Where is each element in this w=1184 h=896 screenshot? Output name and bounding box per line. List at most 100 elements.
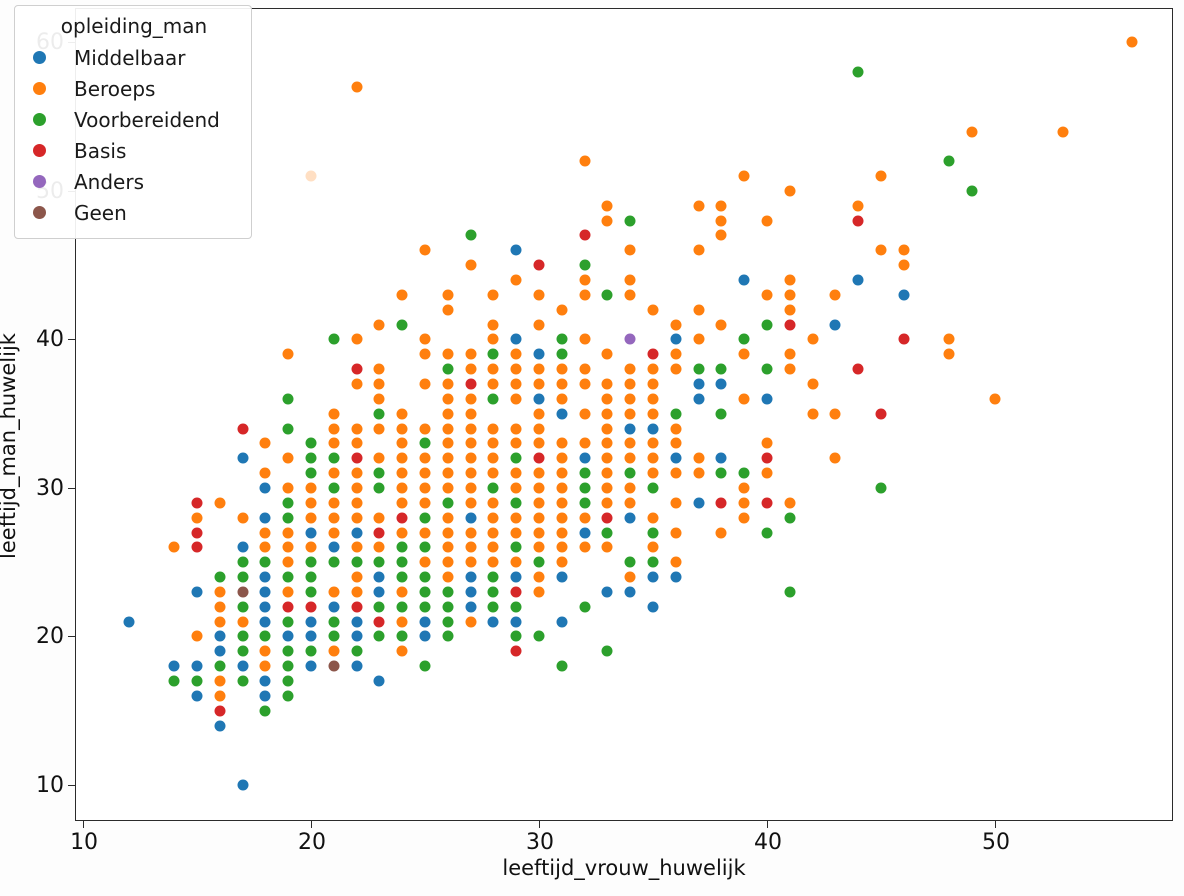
data-point-middelbaar bbox=[465, 601, 477, 613]
data-point-voorbereidend bbox=[761, 363, 773, 375]
data-point-basis bbox=[396, 512, 408, 524]
data-point-beroeps bbox=[465, 437, 477, 449]
data-point-voorbereidend bbox=[738, 467, 750, 479]
data-point-beroeps bbox=[282, 556, 294, 568]
data-point-basis bbox=[351, 363, 363, 375]
data-point-middelbaar bbox=[693, 497, 705, 509]
data-point-voorbereidend bbox=[396, 571, 408, 583]
data-point-voorbereidend bbox=[373, 467, 385, 479]
data-point-beroeps bbox=[396, 616, 408, 628]
data-point-basis bbox=[647, 348, 659, 360]
data-point-beroeps bbox=[579, 378, 591, 390]
data-point-voorbereidend bbox=[419, 437, 431, 449]
data-point-beroeps bbox=[510, 378, 522, 390]
data-point-voorbereidend bbox=[761, 319, 773, 331]
data-point-beroeps bbox=[601, 423, 613, 435]
data-point-voorbereidend bbox=[601, 289, 613, 301]
data-point-beroeps bbox=[556, 541, 568, 553]
data-point-beroeps bbox=[510, 512, 522, 524]
data-point-basis bbox=[784, 319, 796, 331]
data-point-beroeps bbox=[533, 319, 545, 331]
data-point-beroeps bbox=[396, 452, 408, 464]
data-point-beroeps bbox=[351, 467, 363, 479]
data-point-beroeps bbox=[601, 497, 613, 509]
data-point-voorbereidend bbox=[556, 333, 568, 345]
data-point-beroeps bbox=[533, 586, 545, 598]
data-point-basis bbox=[852, 363, 864, 375]
data-point-beroeps bbox=[282, 586, 294, 598]
data-point-beroeps bbox=[419, 244, 431, 256]
data-point-beroeps bbox=[282, 452, 294, 464]
data-point-voorbereidend bbox=[305, 467, 317, 479]
data-point-beroeps bbox=[442, 571, 454, 583]
data-point-beroeps bbox=[556, 378, 568, 390]
legend-marker-icon bbox=[33, 144, 46, 157]
data-point-beroeps bbox=[670, 467, 682, 479]
data-point-middelbaar bbox=[123, 616, 135, 628]
data-point-beroeps bbox=[647, 408, 659, 420]
data-point-basis bbox=[761, 452, 773, 464]
data-point-beroeps bbox=[784, 363, 796, 375]
data-point-beroeps bbox=[328, 497, 340, 509]
data-point-middelbaar bbox=[237, 452, 249, 464]
data-point-basis bbox=[191, 541, 203, 553]
data-point-beroeps bbox=[761, 289, 773, 301]
data-point-voorbereidend bbox=[373, 601, 385, 613]
data-point-beroeps bbox=[396, 467, 408, 479]
data-point-voorbereidend bbox=[396, 630, 408, 642]
data-point-geen bbox=[237, 586, 249, 598]
data-point-beroeps bbox=[784, 304, 796, 316]
data-point-beroeps bbox=[715, 527, 727, 539]
data-point-middelbaar bbox=[237, 779, 249, 791]
plot-area: 1020304050102030405060 bbox=[36, 8, 1173, 855]
data-point-beroeps bbox=[487, 556, 499, 568]
data-point-middelbaar bbox=[305, 660, 317, 672]
data-point-middelbaar bbox=[191, 586, 203, 598]
data-point-beroeps bbox=[670, 437, 682, 449]
legend-entry-beroeps: Beroeps bbox=[25, 73, 241, 104]
legend-entry-middelbaar: Middelbaar bbox=[25, 42, 241, 73]
data-point-middelbaar bbox=[624, 512, 636, 524]
data-point-middelbaar bbox=[533, 348, 545, 360]
legend-entry-geen: Geen bbox=[25, 197, 241, 228]
data-point-beroeps bbox=[624, 244, 636, 256]
data-point-beroeps bbox=[237, 616, 249, 628]
data-point-middelbaar bbox=[237, 541, 249, 553]
data-point-voorbereidend bbox=[373, 630, 385, 642]
data-point-voorbereidend bbox=[396, 556, 408, 568]
data-point-beroeps bbox=[442, 289, 454, 301]
data-point-beroeps bbox=[647, 541, 659, 553]
data-point-beroeps bbox=[693, 333, 705, 345]
data-point-beroeps bbox=[693, 200, 705, 212]
data-point-voorbereidend bbox=[282, 497, 294, 509]
data-point-middelbaar bbox=[259, 586, 271, 598]
data-point-beroeps bbox=[670, 319, 682, 331]
data-point-voorbereidend bbox=[328, 616, 340, 628]
data-point-beroeps bbox=[533, 289, 545, 301]
data-point-beroeps bbox=[351, 541, 363, 553]
data-point-beroeps bbox=[305, 482, 317, 494]
data-point-beroeps bbox=[351, 378, 363, 390]
data-point-voorbereidend bbox=[259, 556, 271, 568]
data-point-voorbereidend bbox=[579, 497, 591, 509]
data-point-voorbereidend bbox=[351, 645, 363, 657]
data-point-beroeps bbox=[305, 170, 317, 182]
data-point-beroeps bbox=[579, 408, 591, 420]
data-point-beroeps bbox=[373, 378, 385, 390]
data-point-beroeps bbox=[465, 497, 477, 509]
data-point-beroeps bbox=[465, 348, 477, 360]
data-point-middelbaar bbox=[465, 586, 477, 598]
data-point-beroeps bbox=[1057, 126, 1069, 138]
data-point-beroeps bbox=[579, 437, 591, 449]
data-point-beroeps bbox=[533, 437, 545, 449]
data-point-voorbereidend bbox=[579, 467, 591, 479]
legend-entry-anders: Anders bbox=[25, 166, 241, 197]
data-point-beroeps bbox=[442, 423, 454, 435]
data-point-beroeps bbox=[373, 452, 385, 464]
legend-marker-icon bbox=[33, 175, 46, 188]
data-point-middelbaar bbox=[715, 452, 727, 464]
data-point-beroeps bbox=[396, 645, 408, 657]
data-point-middelbaar bbox=[510, 333, 522, 345]
data-point-voorbereidend bbox=[237, 645, 249, 657]
data-point-beroeps bbox=[556, 497, 568, 509]
